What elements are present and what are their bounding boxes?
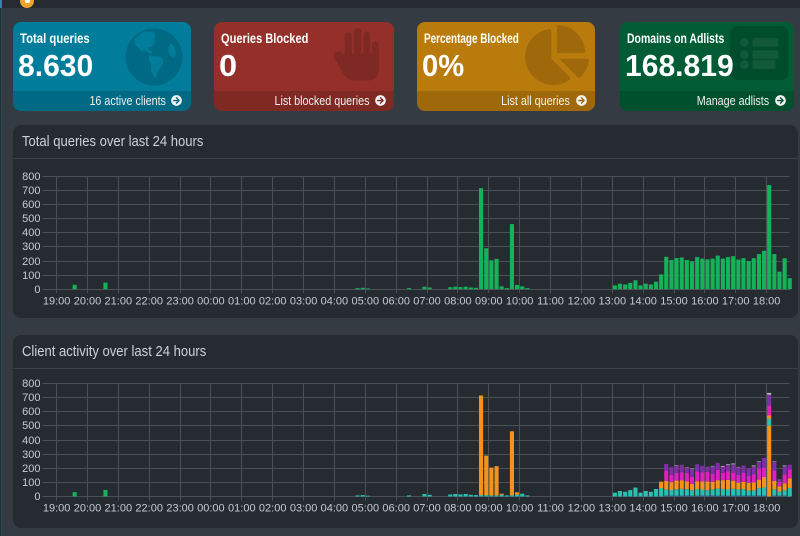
svg-text:23:00: 23:00 — [166, 503, 194, 515]
svg-text:08:00: 08:00 — [444, 503, 472, 515]
svg-text:03:00: 03:00 — [290, 503, 318, 515]
svg-text:01:00: 01:00 — [228, 296, 256, 308]
svg-text:09:00: 09:00 — [475, 503, 503, 515]
svg-text:00:00: 00:00 — [197, 296, 225, 308]
svg-text:14:00: 14:00 — [629, 503, 657, 515]
svg-text:700: 700 — [22, 392, 40, 404]
svg-text:13:00: 13:00 — [599, 503, 627, 515]
svg-text:19:00: 19:00 — [43, 296, 71, 308]
svg-text:07:00: 07:00 — [413, 503, 441, 515]
svg-text:00:00: 00:00 — [197, 503, 225, 515]
svg-text:10:00: 10:00 — [506, 296, 534, 308]
svg-text:19:00: 19:00 — [43, 503, 71, 515]
svg-text:100: 100 — [22, 270, 40, 282]
svg-text:05:00: 05:00 — [352, 503, 380, 515]
svg-text:16:00: 16:00 — [691, 503, 719, 515]
svg-text:07:00: 07:00 — [413, 296, 441, 308]
svg-text:300: 300 — [22, 241, 40, 253]
svg-text:01:00: 01:00 — [228, 503, 256, 515]
svg-text:0: 0 — [34, 284, 40, 296]
svg-text:02:00: 02:00 — [259, 503, 287, 515]
svg-text:16:00: 16:00 — [691, 296, 719, 308]
svg-text:12:00: 12:00 — [568, 296, 596, 308]
svg-text:10:00: 10:00 — [506, 503, 534, 515]
svg-text:20:00: 20:00 — [74, 296, 102, 308]
svg-text:600: 600 — [22, 406, 40, 418]
svg-text:100: 100 — [22, 477, 40, 489]
svg-text:500: 500 — [22, 213, 40, 225]
svg-text:400: 400 — [22, 435, 40, 447]
svg-text:05:00: 05:00 — [352, 296, 380, 308]
svg-text:17:00: 17:00 — [722, 296, 750, 308]
svg-text:200: 200 — [22, 256, 40, 268]
svg-text:200: 200 — [22, 463, 40, 475]
svg-text:06:00: 06:00 — [382, 503, 410, 515]
svg-text:18:00: 18:00 — [753, 296, 781, 308]
svg-text:400: 400 — [22, 227, 40, 239]
svg-text:15:00: 15:00 — [660, 503, 688, 515]
svg-text:12:00: 12:00 — [568, 503, 596, 515]
svg-text:23:00: 23:00 — [166, 296, 194, 308]
svg-text:08:00: 08:00 — [444, 296, 472, 308]
svg-text:02:00: 02:00 — [259, 296, 287, 308]
svg-text:17:00: 17:00 — [722, 503, 750, 515]
svg-text:300: 300 — [22, 449, 40, 461]
svg-text:11:00: 11:00 — [537, 503, 564, 515]
svg-text:18:00: 18:00 — [753, 503, 781, 515]
svg-text:800: 800 — [22, 171, 40, 183]
svg-text:700: 700 — [22, 185, 40, 197]
svg-text:21:00: 21:00 — [105, 503, 133, 515]
svg-text:22:00: 22:00 — [135, 296, 163, 308]
svg-text:800: 800 — [22, 378, 40, 390]
svg-text:600: 600 — [22, 199, 40, 211]
svg-text:11:00: 11:00 — [537, 296, 564, 308]
svg-text:03:00: 03:00 — [290, 296, 318, 308]
svg-text:20:00: 20:00 — [74, 503, 102, 515]
svg-text:06:00: 06:00 — [382, 296, 410, 308]
svg-text:13:00: 13:00 — [599, 296, 627, 308]
svg-text:21:00: 21:00 — [105, 296, 133, 308]
svg-text:500: 500 — [22, 420, 40, 432]
svg-text:09:00: 09:00 — [475, 296, 503, 308]
svg-text:14:00: 14:00 — [629, 296, 657, 308]
svg-text:04:00: 04:00 — [321, 296, 349, 308]
svg-text:22:00: 22:00 — [135, 503, 163, 515]
svg-text:04:00: 04:00 — [321, 503, 349, 515]
svg-text:15:00: 15:00 — [660, 296, 688, 308]
svg-text:0: 0 — [34, 491, 40, 503]
